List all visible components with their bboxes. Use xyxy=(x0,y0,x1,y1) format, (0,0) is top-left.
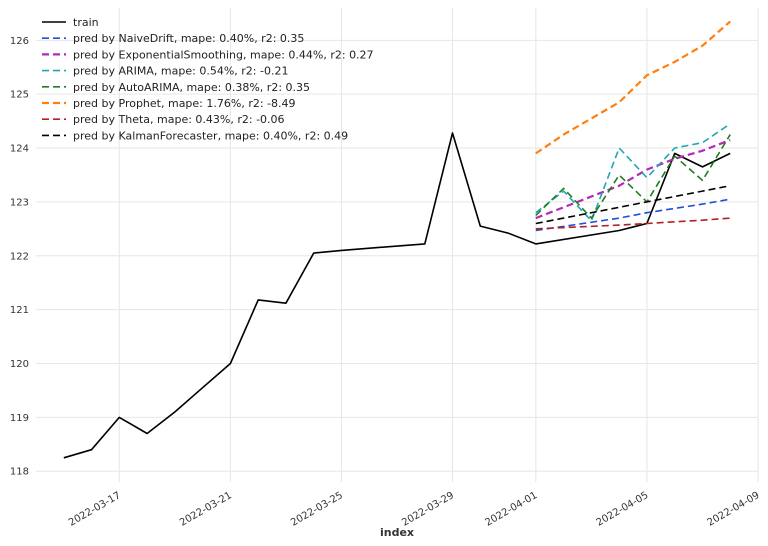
x-tick-label: 2022-03-21 xyxy=(178,490,234,529)
x-tick-label: 2022-04-01 xyxy=(484,490,540,529)
y-tick-label: 122 xyxy=(10,251,29,262)
legend-label: pred by ARIMA, mape: 0.54%, r2: -0.21 xyxy=(73,65,288,78)
y-tick-label: 121 xyxy=(10,305,29,316)
legend-label: pred by KalmanForecaster, mape: 0.40%, r… xyxy=(73,129,348,142)
x-tick-label: 2022-03-25 xyxy=(289,490,345,529)
series-line-6 xyxy=(535,217,731,230)
legend-label: pred by Theta, mape: 0.43%, r2: -0.06 xyxy=(73,113,285,126)
series-line-0 xyxy=(63,132,731,459)
series-line-4 xyxy=(535,134,731,219)
grid-lines xyxy=(36,8,759,482)
x-tick-label: 2022-03-17 xyxy=(67,490,123,529)
series-line-2 xyxy=(535,138,731,220)
series-line-5 xyxy=(535,20,731,155)
y-tick-label: 119 xyxy=(10,413,29,424)
legend-label: pred by ExponentialSmoothing, mape: 0.44… xyxy=(73,48,374,61)
y-tick-labels: 118 119 120 121 122 123 124 125 126 xyxy=(10,36,29,478)
legend: train pred by NaiveDrift, mape: 0.40%, r2… xyxy=(42,16,374,142)
series-lines xyxy=(63,20,731,459)
series-line-3 xyxy=(535,123,731,222)
y-tick-label: 126 xyxy=(10,36,29,47)
series-line-7 xyxy=(535,184,731,225)
legend-label: pred by NaiveDrift, mape: 0.40%, r2: 0.3… xyxy=(73,32,304,45)
x-tick-labels: 2022-03-17 2022-03-21 2022-03-25 2022-03-29… xyxy=(67,490,762,529)
y-tick-label: 124 xyxy=(10,144,29,155)
legend-label: pred by Prophet, mape: 1.76%, r2: -8.49 xyxy=(73,97,296,110)
series-line-1 xyxy=(535,198,731,232)
y-tick-label: 123 xyxy=(10,197,29,208)
x-tick-label: 2022-03-29 xyxy=(400,490,456,529)
legend-label: pred by AutoARIMA, mape: 0.38%, r2: 0.35 xyxy=(73,81,310,94)
x-tick-label: 2022-04-05 xyxy=(595,490,651,529)
x-axis-title: index xyxy=(380,526,414,539)
x-tick-label: 2022-04-09 xyxy=(706,490,762,529)
y-tick-label: 120 xyxy=(10,359,29,370)
y-tick-label: 125 xyxy=(10,90,29,101)
legend-label: train xyxy=(73,16,99,29)
y-tick-label: 118 xyxy=(10,467,29,478)
